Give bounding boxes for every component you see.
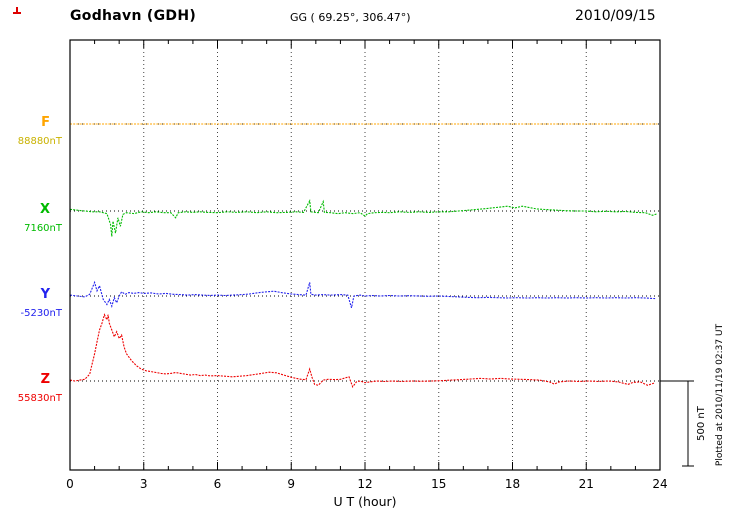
trace-value-Z: 55830nT (18, 393, 63, 404)
trace-Z (69, 313, 656, 389)
x-tick-label: 15 (431, 477, 446, 491)
plot-date: 2010/09/15 (575, 8, 656, 24)
trace-X (69, 198, 658, 237)
scale-bar-label: 500 nT (696, 405, 707, 441)
trace-Y (69, 280, 656, 309)
x-tick-label: 21 (579, 477, 594, 491)
plotted-at-note: Plotted at 2010/11/19 02:37 UT (715, 323, 725, 466)
geo-coordinates: GG ( 69.25°, 306.47°) (290, 11, 411, 24)
x-tick-label: 3 (140, 477, 148, 491)
station-title: Godhavn (GDH) (70, 8, 197, 24)
x-axis-title: U T (hour) (333, 494, 396, 509)
x-tick-label: 12 (357, 477, 372, 491)
x-tick-label: 6 (214, 477, 222, 491)
trace-label-Y: Y (40, 287, 51, 302)
trace-label-X: X (40, 202, 50, 217)
trace-value-X: 7160nT (24, 223, 63, 234)
trace-value-F: 88880nT (18, 136, 63, 147)
trace-label-Z: Z (41, 372, 50, 387)
x-tick-label: 18 (505, 477, 520, 491)
trace-label-F: F (41, 115, 50, 130)
trace-value-Y: -5230nT (20, 308, 62, 319)
x-tick-label: 9 (287, 477, 295, 491)
x-tick-label: 24 (652, 477, 667, 491)
x-tick-label: 0 (66, 477, 74, 491)
